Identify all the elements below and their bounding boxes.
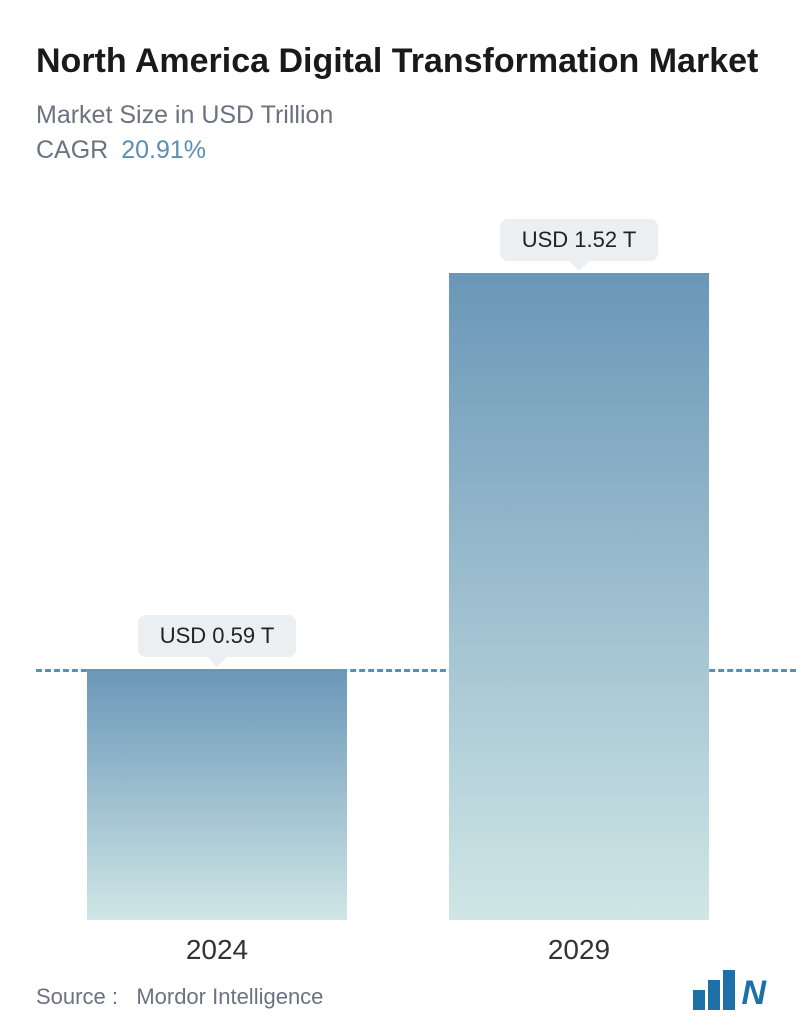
logo-bar-icon (723, 970, 735, 1010)
bar-slot: USD 1.52 T2029 (449, 230, 709, 920)
logo-bar-icon (693, 990, 705, 1010)
source-name: Mordor Intelligence (136, 984, 323, 1009)
chart-title: North America Digital Transformation Mar… (36, 40, 760, 83)
bars-group: USD 0.59 T2024 USD 1.52 T2029 (36, 230, 760, 920)
bar-slot: USD 0.59 T2024 (87, 230, 347, 920)
chart-container: North America Digital Transformation Mar… (0, 0, 796, 1034)
source-label: Source : (36, 984, 118, 1009)
chart-subtitle: Market Size in USD Trillion (36, 101, 760, 130)
chart-area: USD 0.59 T2024 USD 1.52 T2029 (36, 230, 760, 920)
logo-bar-icon (708, 980, 720, 1010)
bar-fill (87, 669, 347, 920)
brand-logo: N (693, 970, 766, 1010)
cagr-label: CAGR (36, 136, 108, 164)
footer: Source : Mordor Intelligence N (36, 970, 766, 1010)
x-axis-label: 2024 (87, 934, 347, 966)
value-badge: USD 0.59 T (138, 615, 297, 657)
logo-text: N (741, 976, 766, 1010)
value-badge: USD 1.52 T (500, 219, 659, 261)
logo-bars-icon (693, 970, 735, 1010)
cagr-row: CAGR 20.91% (36, 136, 760, 165)
x-axis-label: 2029 (449, 934, 709, 966)
cagr-value: 20.91% (121, 136, 206, 164)
bar-fill (449, 273, 709, 920)
source-text: Source : Mordor Intelligence (36, 984, 323, 1010)
